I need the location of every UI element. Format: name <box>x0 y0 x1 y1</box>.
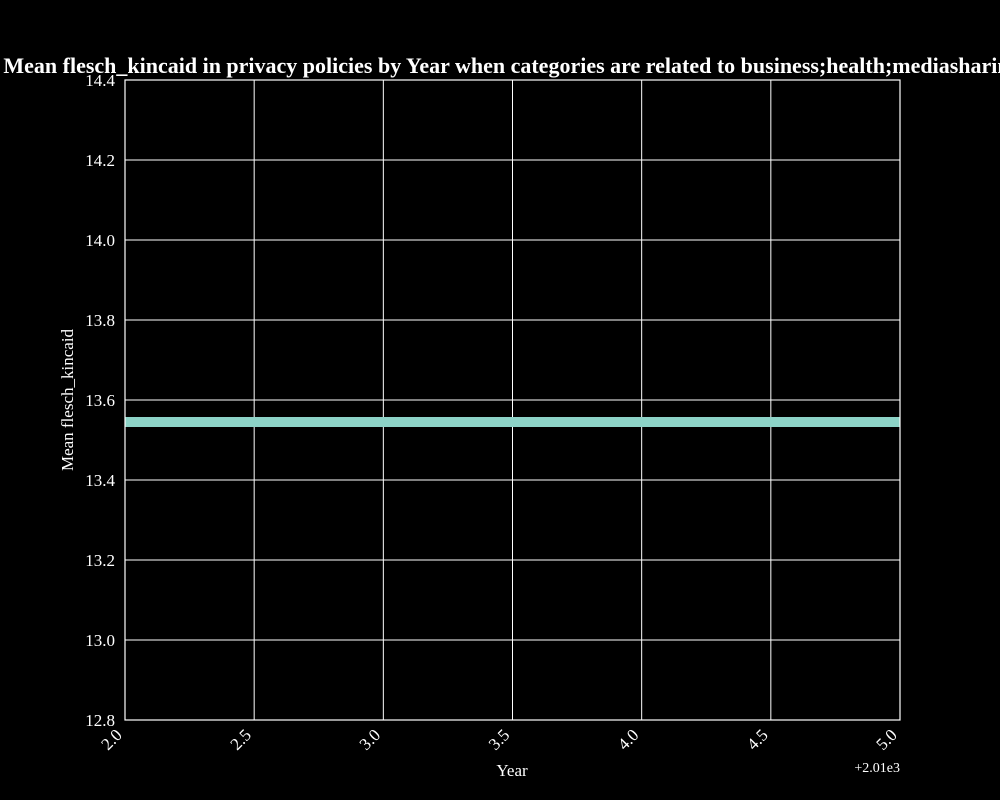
y-tick-label: 14.2 <box>85 151 115 170</box>
y-tick-label: 13.2 <box>85 551 115 570</box>
x-axis-offset-label: +2.01e3 <box>854 761 900 776</box>
plot-frame <box>124 79 901 721</box>
chart-title: Mean flesch_kincaid in privacy policies … <box>3 53 1000 78</box>
y-axis-ticks: 12.8 13.0 13.2 13.4 13.6 13.8 14.0 14.2 14.4 <box>85 71 115 730</box>
y-tick-label: 13.0 <box>85 631 115 650</box>
y-tick-label: 14.0 <box>85 231 115 250</box>
y-tick-label: 13.6 <box>85 391 115 410</box>
y-tick-label: 13.8 <box>85 311 115 330</box>
y-tick-label: 12.8 <box>85 711 115 730</box>
y-tick-label: 13.4 <box>85 471 115 490</box>
y-tick-label: 14.4 <box>85 71 115 90</box>
x-axis-label: Year <box>496 761 528 780</box>
y-axis-label: Mean flesch_kincaid <box>58 328 77 471</box>
